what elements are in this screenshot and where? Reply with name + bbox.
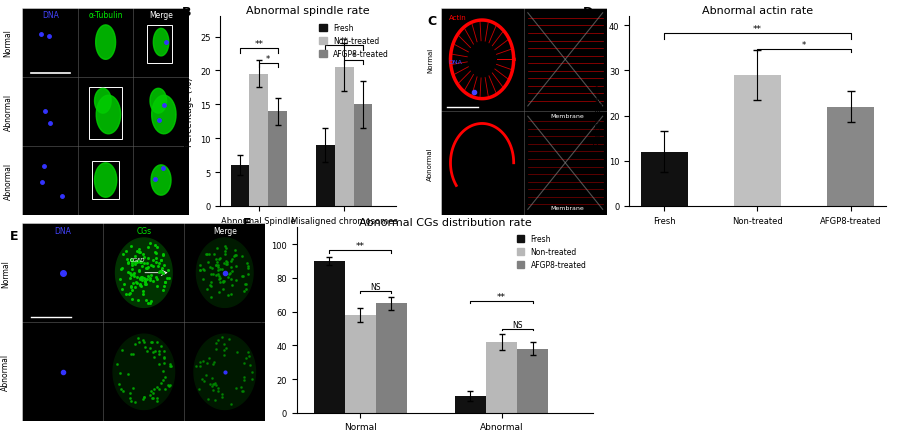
Bar [268,112,287,206]
Text: **: ** [356,242,365,251]
Y-axis label: Percentage (%): Percentage (%) [256,286,265,355]
Text: Normal: Normal [427,48,433,73]
Title: Abnormal actin rate: Abnormal actin rate [702,6,813,16]
Text: Abnormal: Abnormal [4,93,13,130]
Text: CGs: CGs [137,227,151,236]
Text: Actin: Actin [449,15,467,21]
Bar [734,76,780,206]
Polygon shape [116,239,173,307]
Text: Abnormal: Abnormal [1,353,10,390]
Text: **: ** [254,40,263,49]
Title: Abnormal spindle rate: Abnormal spindle rate [246,6,369,16]
Bar [641,152,688,206]
Title: Abnormal CGs distribution rate: Abnormal CGs distribution rate [359,217,531,227]
Text: D: D [583,6,593,19]
Bar [334,68,353,206]
Bar [376,304,407,413]
Bar [486,342,517,413]
Text: **: ** [752,25,762,34]
Polygon shape [95,26,116,60]
Text: *: * [266,55,271,64]
Bar [517,349,548,413]
Polygon shape [96,96,120,135]
Text: Normal: Normal [4,29,13,57]
Text: Merge: Merge [213,227,236,236]
Text: α-Tubulin: α-Tubulin [88,11,123,20]
Text: **: ** [340,37,349,46]
Bar [314,261,344,413]
Legend: Fresh, Non-treated, AFGP8-treated: Fresh, Non-treated, AFGP8-treated [514,232,590,272]
Text: **: ** [497,292,506,301]
Polygon shape [113,335,174,409]
Polygon shape [154,29,169,57]
Text: NS: NS [512,320,522,329]
Text: DNA: DNA [41,11,58,20]
Text: B: B [182,6,191,19]
Text: Abnormal: Abnormal [427,147,433,180]
Text: *: * [802,41,806,49]
Text: *: * [352,52,356,61]
Text: Membrane: Membrane [550,114,583,119]
Polygon shape [151,166,171,196]
Text: F: F [244,217,252,230]
Bar [455,396,486,413]
Polygon shape [194,335,255,409]
Text: Abnormal: Abnormal [4,162,13,199]
Text: NS: NS [370,283,381,292]
Text: CGFD: CGFD [129,257,145,262]
Text: E: E [10,230,19,243]
Bar [353,105,372,206]
Y-axis label: Percentage (%): Percentage (%) [594,77,603,147]
Polygon shape [94,163,117,198]
Bar [230,166,249,206]
Polygon shape [150,89,166,114]
Bar [249,75,268,206]
Bar [827,108,874,206]
Polygon shape [94,89,111,114]
Text: DNA: DNA [55,227,71,236]
Text: Membrane: Membrane [550,206,583,211]
Text: Merge: Merge [149,11,173,20]
Text: C: C [427,15,436,28]
Bar [344,315,376,413]
Polygon shape [197,239,254,307]
Bar [316,146,334,206]
Polygon shape [152,96,176,135]
Text: Normal: Normal [1,259,10,287]
Legend: Fresh, Non-treated, AFGP8-treated: Fresh, Non-treated, AFGP8-treated [316,21,392,61]
Y-axis label: Percentage (%): Percentage (%) [185,77,194,147]
Text: DNA: DNA [449,60,463,65]
